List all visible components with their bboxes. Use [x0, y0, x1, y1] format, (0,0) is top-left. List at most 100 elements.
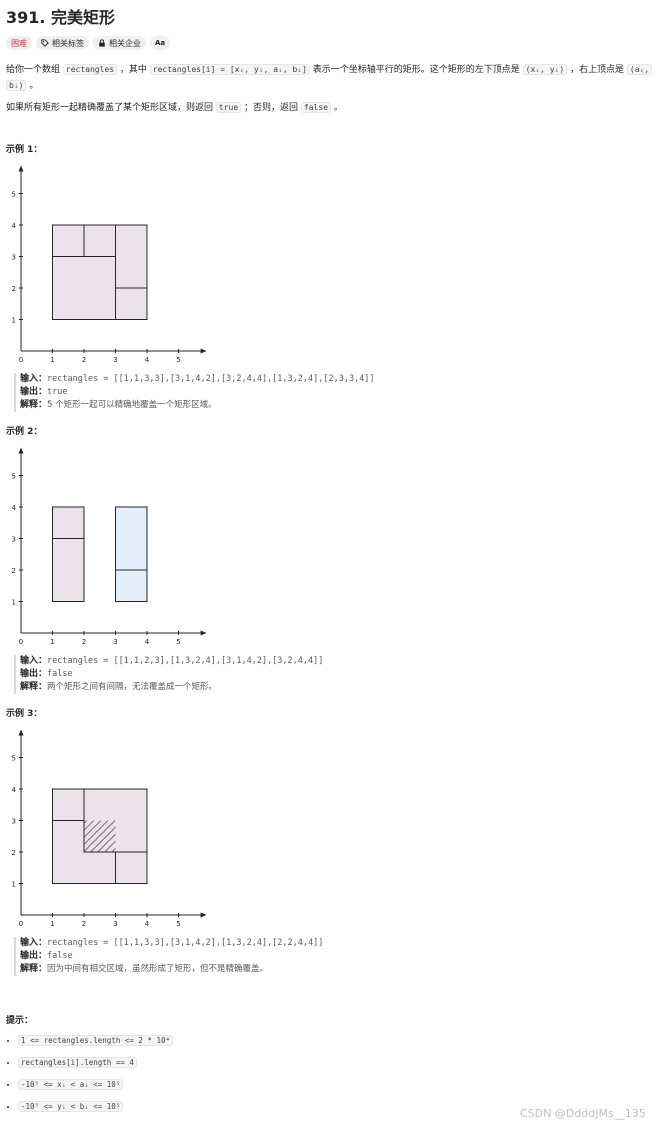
example-3-block: 输入：rectangles = [[1,1,3,3],[3,1,4,2],[1,… [14, 937, 323, 976]
rectangle [115, 851, 148, 884]
example-2-diagram: 0 1 1 2 2 3 3 4 4 5 5 [12, 447, 207, 646]
y-tick-label: 1 [12, 317, 16, 325]
x-tick-label: 0 [19, 356, 23, 364]
y-tick-label: 4 [12, 504, 17, 512]
related-tags-label: 相关标签 [52, 38, 84, 48]
inline-code: (xᵢ, yᵢ) [522, 64, 568, 75]
x-tick-label: 2 [82, 356, 86, 364]
y-tick-label: 3 [12, 254, 16, 262]
example-1-block: 输入：rectangles = [[1,1,3,3],[3,1,4,2],[3,… [14, 373, 375, 412]
hints-list: 1 <= rectangles.length <= 2 * 10⁴ rectan… [6, 1030, 174, 1118]
y-tick-label: 4 [12, 222, 17, 230]
y-axis-arrow [18, 165, 24, 172]
desc-text: 。 [330, 103, 343, 113]
desc-text: 。 [26, 81, 39, 91]
y-tick-label: 2 [12, 285, 16, 293]
hint-code: rectangles[i].length == 4 [18, 1057, 137, 1068]
x-tick-label: 3 [113, 920, 117, 928]
input-value: rectangles = [[1,1,2,3],[1,3,2,4],[3,1,4… [47, 656, 324, 666]
example-2-block: 输入：rectangles = [[1,1,2,3],[1,3,2,4],[3,… [14, 655, 323, 694]
desc-text: 表示一个坐标轴平行的矩形。这个矩形的左下顶点是 [309, 65, 523, 75]
example-1-title: 示例 1： [6, 145, 43, 155]
explain-text: 因为中间有相交区域，虽然形成了矩形，但不是精确覆盖。 [47, 964, 269, 974]
x-tick-label: 2 [82, 638, 86, 646]
description-paragraph-2: 如果所有矩形一起精确覆盖了某个矩形区域，则返回 true ；否则，返回 fals… [6, 100, 656, 116]
example-3-title: 示例 3： [6, 709, 43, 719]
x-axis-arrow [200, 912, 207, 918]
x-tick-label: 4 [145, 638, 150, 646]
rectangle [115, 287, 148, 320]
inline-code: rectangles[i] = [xᵢ, yᵢ, aᵢ, bᵢ] [149, 64, 310, 75]
desc-text: 如果所有矩形一起精确覆盖了某个矩形区域，则返回 [6, 103, 216, 113]
font-size-toggle[interactable]: Aa [150, 36, 171, 50]
input-value: rectangles = [[1,1,3,3],[3,1,4,2],[1,3,2… [47, 938, 324, 948]
explain-text: 两个矩形之间有间隔，无法覆盖成一个矩形。 [47, 682, 218, 692]
explain-label: 解释： [20, 400, 48, 410]
y-tick-label: 2 [12, 849, 16, 857]
x-tick-label: 5 [176, 920, 180, 928]
difficulty-badge[interactable]: 困难 [6, 36, 32, 50]
hint-code: -10⁵ <= xᵢ < aᵢ <= 10⁵ [18, 1079, 124, 1090]
font-toggle-label: Aa [155, 39, 166, 47]
x-tick-label: 5 [176, 638, 180, 646]
output-label: 输出： [20, 387, 48, 397]
watermark: CSDN @DdddJMs__135 [520, 1107, 646, 1120]
x-tick-label: 2 [82, 920, 86, 928]
explain-text: 5 个矩形一起可以精确地覆盖一个矩形区域。 [47, 400, 217, 410]
hints-title: 提示： [6, 1016, 34, 1026]
x-tick-label: 3 [113, 356, 117, 364]
y-axis-arrow [18, 729, 24, 736]
x-axis-arrow [200, 630, 207, 636]
tag-icon [41, 39, 49, 47]
x-tick-label: 1 [50, 356, 54, 364]
hint-item: -10⁵ <= xᵢ < aᵢ <= 10⁵ [18, 1074, 173, 1096]
x-tick-label: 5 [176, 356, 180, 364]
hint-code: 1 <= rectangles.length <= 2 * 10⁴ [18, 1035, 174, 1046]
y-axis-arrow [18, 447, 24, 454]
related-companies-button[interactable]: 相关企业 [93, 36, 146, 50]
hint-code: -10⁵ <= yᵢ < bᵢ <= 10⁵ [18, 1101, 124, 1112]
input-label: 输入： [20, 656, 48, 666]
y-tick-label: 3 [12, 536, 16, 544]
output-value: false [47, 951, 73, 961]
desc-text: ，其中 [117, 65, 150, 75]
rectangle [115, 569, 148, 602]
inline-code: rectangles [62, 64, 118, 75]
inline-code: true [215, 102, 242, 113]
hint-item: -10⁵ <= yᵢ < bᵢ <= 10⁵ [18, 1096, 173, 1118]
x-tick-label: 1 [50, 638, 54, 646]
x-tick-label: 4 [145, 356, 150, 364]
x-tick-label: 0 [19, 920, 23, 928]
y-tick-label: 5 [12, 473, 16, 481]
overlap-hatch [84, 820, 116, 852]
desc-text: ；否则，返回 [241, 103, 301, 113]
output-value: true [47, 387, 68, 397]
y-tick-label: 1 [12, 881, 16, 889]
desc-text: ，右上顶点是 [567, 65, 627, 75]
y-tick-label: 5 [12, 191, 16, 199]
hint-item: rectangles[i].length == 4 [18, 1052, 173, 1074]
x-tick-label: 0 [19, 638, 23, 646]
x-tick-label: 4 [145, 920, 150, 928]
difficulty-label: 困难 [11, 38, 27, 48]
rectangle [52, 506, 85, 539]
tag-bar: 困难 相关标签 相关企业 Aa [6, 36, 171, 50]
related-tags-button[interactable]: 相关标签 [36, 36, 89, 50]
rectangle [115, 506, 148, 571]
example-3-diagram: 0 1 1 2 2 3 3 4 4 5 5 [12, 729, 207, 928]
rectangle [115, 224, 148, 289]
explain-label: 解释： [20, 682, 48, 692]
inline-code: bᵢ) [6, 80, 27, 91]
related-companies-label: 相关企业 [109, 38, 141, 48]
y-tick-label: 2 [12, 567, 16, 575]
rectangle [52, 788, 85, 821]
input-label: 输入： [20, 374, 48, 384]
input-value: rectangles = [[1,1,3,3],[3,1,4,2],[3,2,4… [47, 374, 375, 384]
explain-label: 解释： [20, 964, 48, 974]
description-paragraph-1: 给你一个数组 rectangles ，其中 rectangles[i] = [x… [6, 62, 656, 94]
example-2-title: 示例 2： [6, 427, 43, 437]
lock-icon [99, 39, 105, 47]
rectangle [83, 224, 116, 257]
y-tick-label: 1 [12, 599, 16, 607]
